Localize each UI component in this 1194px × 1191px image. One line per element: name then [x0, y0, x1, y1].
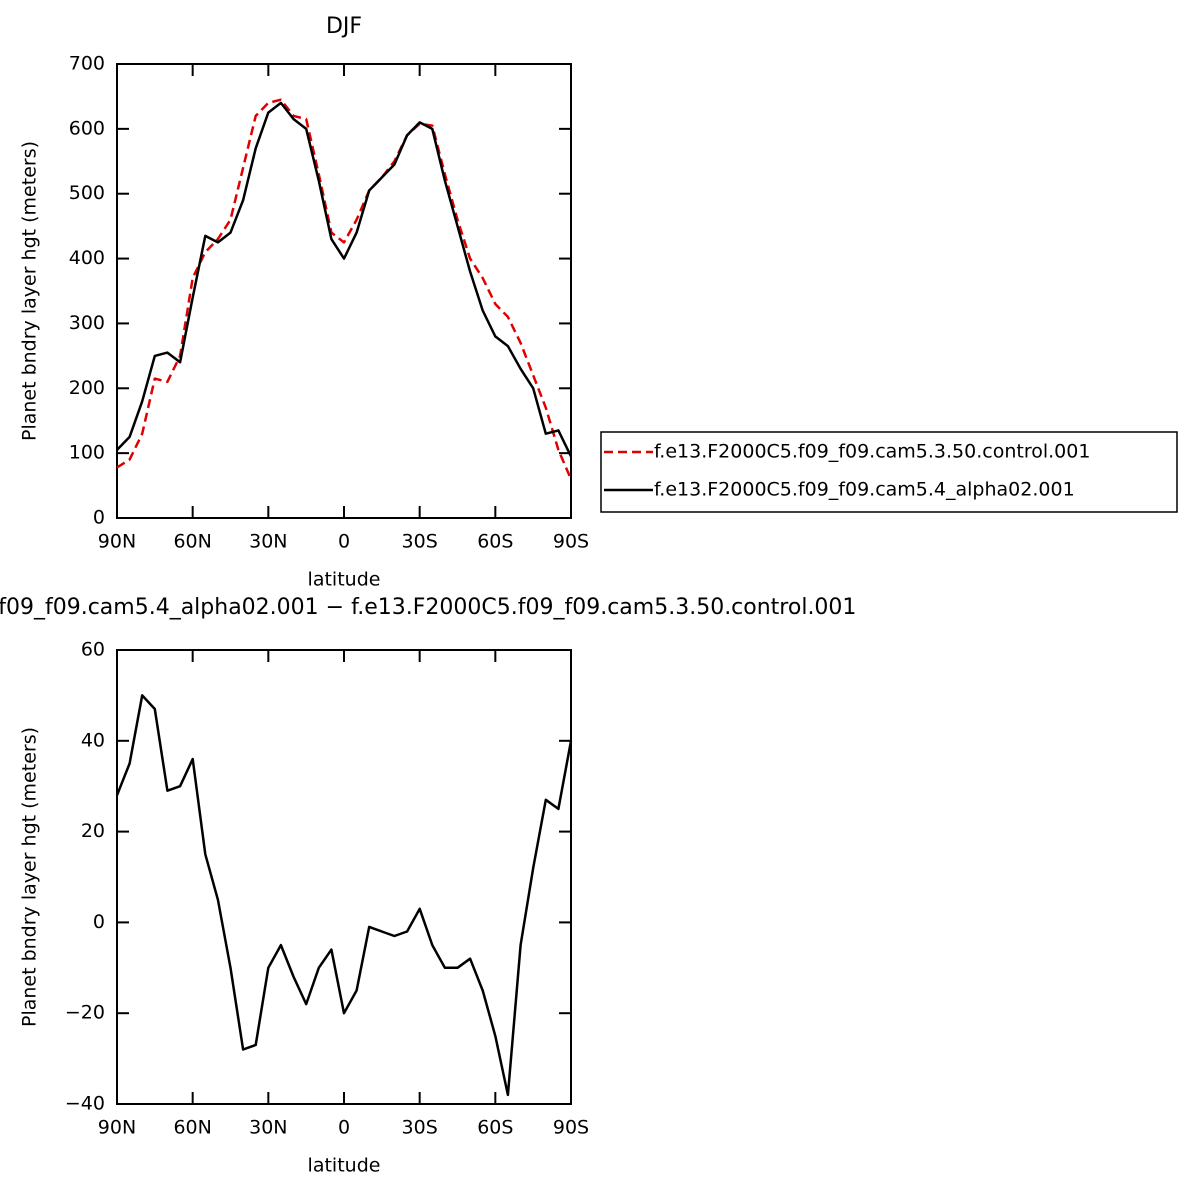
y-tick-label: 20: [81, 820, 105, 842]
chart-title: DJF: [326, 14, 362, 39]
x-tick-label: 60S: [477, 1117, 513, 1139]
plot-frame: [116, 649, 572, 1105]
x-tick-label: 90N: [98, 1117, 136, 1139]
y-tick-label: 0: [93, 507, 105, 529]
x-tick-label: 0: [338, 531, 350, 553]
y-axis-label: Planet bndry layer hgt (meters): [19, 141, 41, 441]
data-line: [115, 694, 573, 1097]
y-tick-label: −40: [65, 1093, 105, 1115]
legend-box: [600, 431, 1178, 513]
x-tick-label: 90S: [553, 531, 589, 553]
x-tick-label: 60N: [173, 531, 211, 553]
x-tick-label: 30S: [402, 1117, 438, 1139]
y-tick-label: 400: [69, 247, 105, 269]
plot-frame: [116, 63, 572, 519]
x-tick-label: 90S: [553, 1117, 589, 1139]
x-tick-label: 0: [338, 1117, 350, 1139]
x-axis-label: latitude: [308, 569, 381, 591]
legend-label: f.e13.F2000C5.f09_f09.cam5.4_alpha02.001: [654, 479, 1075, 501]
y-tick-label: 0: [93, 911, 105, 933]
x-tick-label: 60S: [477, 531, 513, 553]
y-tick-label: 100: [69, 442, 105, 464]
data-line: [116, 101, 573, 457]
y-tick-label: 60: [81, 639, 105, 661]
y-tick-label: 40: [81, 729, 105, 751]
x-tick-label: 60N: [173, 1117, 211, 1139]
y-tick-label: 500: [69, 182, 105, 204]
y-tick-label: 200: [69, 377, 105, 399]
legend-label: f.e13.F2000C5.f09_f09.cam5.3.50.control.…: [654, 441, 1090, 463]
x-tick-label: 30N: [249, 531, 287, 553]
data-line: [116, 98, 573, 480]
x-tick-label: 30S: [402, 531, 438, 553]
y-tick-label: 600: [69, 117, 105, 139]
chart-title: f.e13.F2000C5.f09_f09.cam5.4_alpha02.001…: [0, 595, 856, 620]
x-tick-label: 90N: [98, 531, 136, 553]
x-axis-label: latitude: [308, 1155, 381, 1177]
y-tick-label: 700: [69, 53, 105, 75]
y-tick-label: 300: [69, 312, 105, 334]
y-axis-label: Planet bndry layer hgt (meters): [19, 727, 41, 1027]
y-tick-label: −20: [65, 1002, 105, 1024]
x-tick-label: 30N: [249, 1117, 287, 1139]
